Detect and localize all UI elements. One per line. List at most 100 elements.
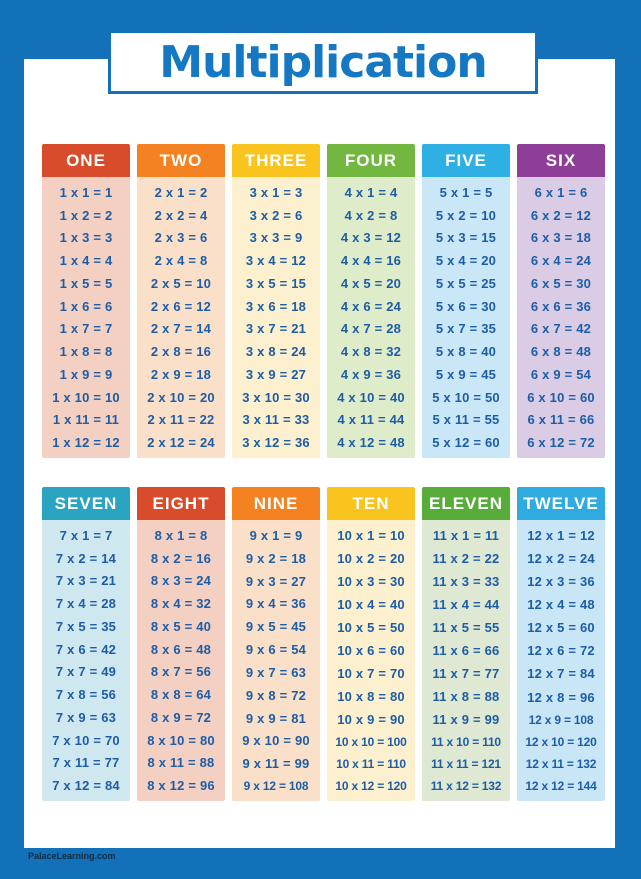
column-body: 1 x 1 = 1 1 x 2 = 2 1 x 3 = 3 1 x 4 = 4 1 x … (42, 177, 130, 458)
equation-row: 4 x 8 = 32 (340, 344, 402, 360)
equation-row: 3 x 5 = 15 (245, 275, 307, 291)
equation-row: 10 x 6 = 60 (337, 643, 405, 658)
equation-row: 9 x 6 = 54 (245, 642, 307, 658)
equation-row: 3 x 7 = 21 (245, 321, 307, 337)
table-column-seven: SEVEN 7 x 1 = 7 7 x 2 = 14 7 x 3 = 21 7 x 4 … (42, 487, 130, 801)
equation-row: 5 x 8 = 40 (435, 344, 497, 360)
column-body: 8 x 1 = 8 8 x 2 = 16 8 x 3 = 24 8 x 4 = 32 8… (137, 520, 225, 801)
equation-row: 5 x 3 = 15 (435, 230, 497, 246)
equation-row: 9 x 3 = 27 (245, 573, 307, 589)
equation-row: 1 x 5 = 5 (59, 275, 113, 291)
equation-row: 12 x 12 = 144 (525, 778, 597, 793)
equation-row: 3 x 9 = 27 (245, 366, 307, 382)
column-header: SIX (517, 144, 605, 177)
equation-row: 1 x 4 = 4 (59, 253, 113, 269)
equation-row: 1 x 2 = 2 (59, 207, 113, 223)
equation-row: 2 x 5 = 10 (150, 275, 212, 291)
equation-row: 5 x 12 = 60 (432, 435, 500, 451)
equation-row: 1 x 6 = 6 (59, 298, 113, 314)
column-body: 11 x 1 = 11 11 x 2 = 22 11 x 3 = 33 11 x 4 … (422, 520, 510, 801)
equation-row: 10 x 10 = 100 (335, 735, 407, 749)
equation-row: 10 x 7 = 70 (337, 666, 405, 681)
equation-row: 12 x 8 = 96 (527, 689, 595, 705)
table-column-three: THREE 3 x 1 = 3 3 x 2 = 6 3 x 3 = 9 3 x 4 = … (232, 144, 320, 458)
equation-row: 8 x 8 = 64 (150, 687, 212, 703)
equation-row: 2 x 2 = 4 (154, 207, 208, 223)
equation-row: 3 x 8 = 24 (245, 344, 307, 360)
equation-row: 10 x 3 = 30 (337, 574, 405, 589)
equation-row: 6 x 4 = 24 (530, 253, 592, 269)
equation-row: 12 x 6 = 72 (527, 643, 595, 659)
column-header: ELEVEN (422, 487, 510, 520)
table-column-eleven: ELEVEN 11 x 1 = 11 11 x 2 = 22 11 x 3 = 33 1… (422, 487, 510, 801)
equation-row: 8 x 3 = 24 (150, 573, 212, 589)
title-box: Multiplication (108, 30, 538, 94)
equation-row: 2 x 12 = 24 (147, 435, 215, 451)
equation-row: 4 x 3 = 12 (340, 230, 402, 246)
equation-row: 2 x 3 = 6 (154, 230, 208, 246)
equation-row: 5 x 6 = 30 (435, 298, 497, 314)
equation-row: 5 x 9 = 45 (435, 366, 497, 382)
equation-row: 12 x 3 = 36 (527, 574, 595, 590)
equation-row: 9 x 1 = 9 (249, 527, 303, 543)
table-column-ten: TEN 10 x 1 = 10 10 x 2 = 20 10 x 3 = 30 10 x… (327, 487, 415, 801)
equation-row: 8 x 11 = 88 (147, 755, 215, 771)
equation-row: 3 x 1 = 3 (249, 184, 303, 200)
equation-row: 10 x 2 = 20 (337, 551, 405, 566)
equation-row: 9 x 10 = 90 (242, 733, 310, 749)
column-header: TWO (137, 144, 225, 177)
equation-row: 6 x 11 = 66 (527, 412, 595, 428)
equation-row: 12 x 1 = 12 (527, 528, 595, 544)
equation-row: 2 x 1 = 2 (154, 184, 208, 200)
equation-row: 1 x 9 = 9 (59, 366, 113, 382)
equation-row: 9 x 11 = 99 (242, 756, 310, 772)
equation-row: 5 x 2 = 10 (435, 207, 497, 223)
column-body: 6 x 1 = 6 6 x 2 = 12 6 x 3 = 18 6 x 4 = 24 6… (517, 177, 605, 458)
equation-row: 1 x 11 = 11 (52, 412, 120, 428)
equation-row: 7 x 10 = 70 (52, 732, 120, 748)
equation-row: 12 x 11 = 132 (525, 756, 597, 771)
equation-row: 10 x 1 = 10 (337, 528, 405, 543)
column-header: SEVEN (42, 487, 130, 520)
equation-row: 11 x 2 = 22 (432, 551, 500, 566)
equation-row: 6 x 7 = 42 (530, 321, 592, 337)
column-header: THREE (232, 144, 320, 177)
equation-row: 7 x 2 = 14 (55, 550, 117, 566)
equation-row: 6 x 5 = 30 (530, 275, 592, 291)
equation-row: 2 x 6 = 12 (150, 298, 212, 314)
equation-row: 5 x 4 = 20 (435, 253, 497, 269)
equation-row: 4 x 5 = 20 (340, 275, 402, 291)
equation-row: 11 x 8 = 88 (432, 689, 500, 704)
equation-row: 12 x 5 = 60 (527, 620, 595, 636)
equation-row: 9 x 9 = 81 (245, 710, 307, 726)
equation-row: 6 x 3 = 18 (530, 230, 592, 246)
table-column-five: FIVE 5 x 1 = 5 5 x 2 = 10 5 x 3 = 15 5 x 4 =… (422, 144, 510, 458)
equation-row: 12 x 2 = 24 (527, 551, 595, 567)
equation-row: 3 x 6 = 18 (245, 298, 307, 314)
equation-row: 5 x 11 = 55 (432, 412, 500, 428)
equation-row: 1 x 3 = 3 (59, 230, 113, 246)
equation-row: 5 x 7 = 35 (435, 321, 497, 337)
footer-url: PalaceLearning.com (28, 851, 116, 861)
equation-row: 6 x 9 = 54 (530, 366, 592, 382)
equation-row: 9 x 8 = 72 (245, 687, 307, 703)
column-header: TWELVE (517, 487, 605, 520)
equation-row: 4 x 10 = 40 (337, 389, 405, 405)
equation-row: 1 x 8 = 8 (59, 344, 113, 360)
column-body: 9 x 1 = 9 9 x 2 = 18 9 x 3 = 27 9 x 4 = 36 9… (232, 520, 320, 801)
equation-row: 1 x 10 = 10 (52, 389, 120, 405)
equation-row: 7 x 1 = 7 (59, 527, 113, 543)
equation-row: 10 x 11 = 110 (336, 757, 406, 771)
equation-row: 3 x 2 = 6 (249, 207, 303, 223)
equation-row: 2 x 7 = 14 (150, 321, 212, 337)
equation-row: 6 x 12 = 72 (527, 435, 595, 451)
column-header: TEN (327, 487, 415, 520)
equation-row: 6 x 2 = 12 (530, 207, 592, 223)
equation-row: 3 x 10 = 30 (242, 389, 310, 405)
equation-row: 10 x 5 = 50 (337, 620, 405, 635)
table-column-nine: NINE 9 x 1 = 9 9 x 2 = 18 9 x 3 = 27 9 x 4 =… (232, 487, 320, 801)
column-header: FIVE (422, 144, 510, 177)
equation-row: 7 x 6 = 42 (55, 641, 117, 657)
